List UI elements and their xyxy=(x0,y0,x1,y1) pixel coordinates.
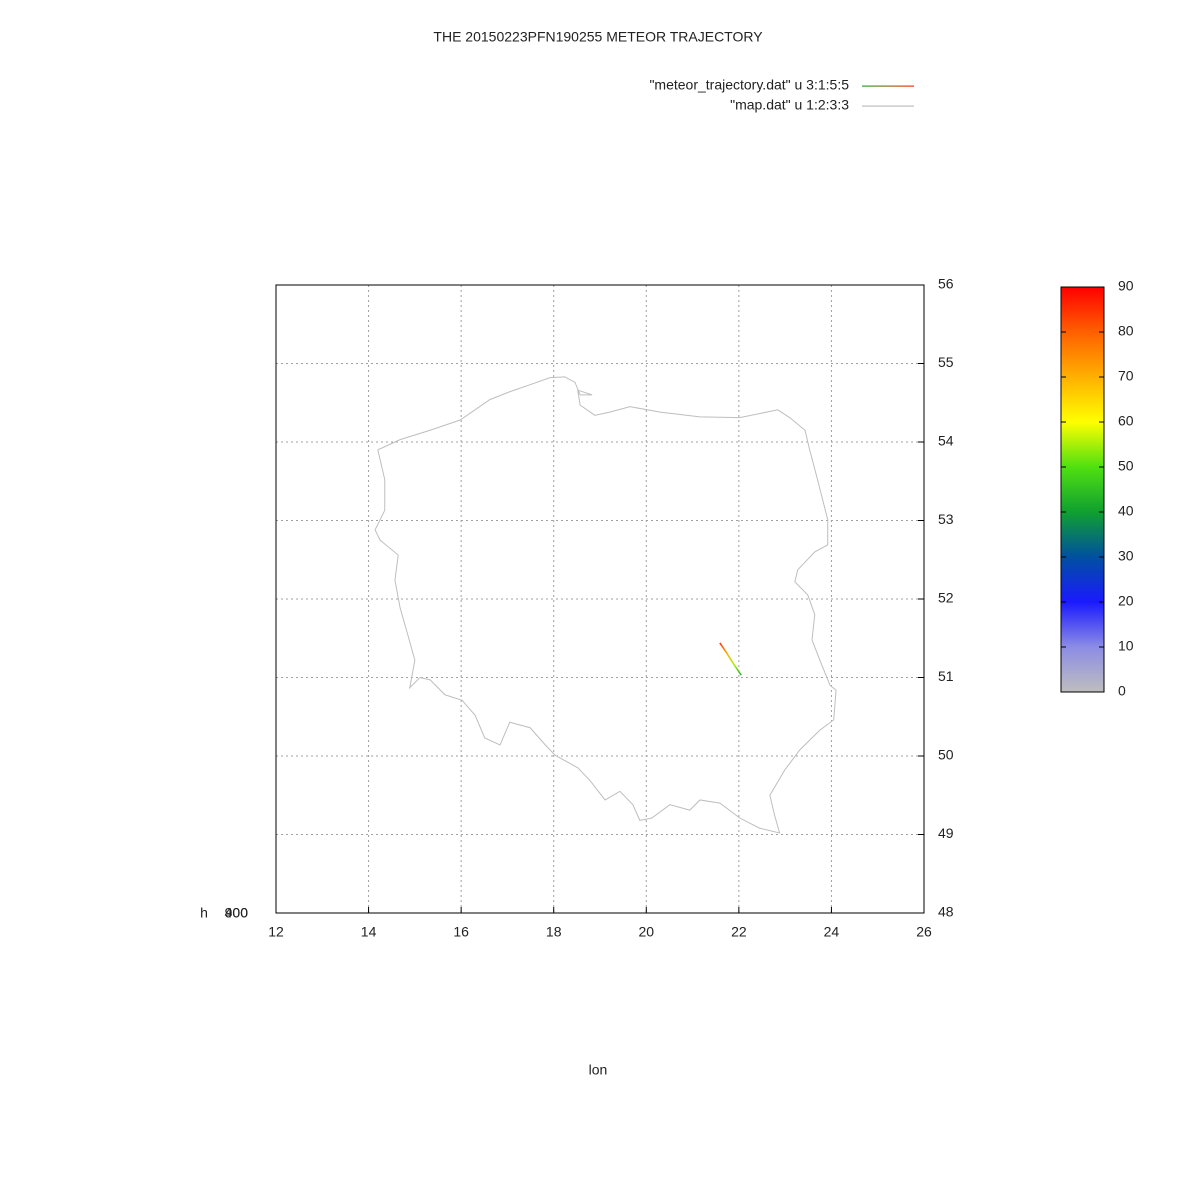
colorbar-tick-label: 60 xyxy=(1118,413,1134,429)
y-tick-label: 50 xyxy=(938,747,954,763)
colorbar-tick-label: 0 xyxy=(1118,683,1126,699)
plot-border xyxy=(275,284,925,914)
x-axis-label: lon xyxy=(589,1062,608,1078)
y-tick-label: 55 xyxy=(938,354,954,370)
chart-title: THE 20150223PFN190255 METEOR TRAJECTORY xyxy=(433,29,763,45)
legend-label: "map.dat" u 1:2:3:3 xyxy=(730,97,849,113)
legend-label: "meteor_trajectory.dat" u 3:1:5:5 xyxy=(649,77,849,93)
y-tick-label: 56 xyxy=(938,276,954,292)
y-tick-label: 52 xyxy=(938,590,954,606)
legend-swatch xyxy=(862,85,914,87)
colorbar-tick-label: 80 xyxy=(1118,323,1134,339)
y-tick-label: 53 xyxy=(938,511,954,527)
z-tick-label: 900 xyxy=(225,905,249,921)
y-tick-label: 49 xyxy=(938,825,954,841)
x-tick-label: 12 xyxy=(268,924,284,940)
colorbar-tick-label: 50 xyxy=(1118,458,1134,474)
series-line xyxy=(719,642,742,676)
colorbar-tick-label: 70 xyxy=(1118,368,1134,384)
x-tick-label: 16 xyxy=(453,924,469,940)
x-tick-label: 22 xyxy=(731,924,747,940)
colorbar-tick-label: 90 xyxy=(1118,278,1134,294)
z-axis-label: h xyxy=(200,905,208,921)
colorbar-tick-label: 10 xyxy=(1118,638,1134,654)
y-tick-label: 51 xyxy=(938,668,954,684)
x-tick-label: 20 xyxy=(638,924,654,940)
colorbar-tick-label: 40 xyxy=(1118,503,1134,519)
legend-swatch xyxy=(862,105,914,107)
x-tick-label: 24 xyxy=(824,924,840,940)
z-tick-label: 400 xyxy=(225,905,249,921)
x-tick-label: 26 xyxy=(916,924,932,940)
x-tick-label: 18 xyxy=(546,924,562,940)
colorbar-tick-label: 20 xyxy=(1118,593,1134,609)
y-tick-label: 48 xyxy=(938,904,954,920)
colorbar-tick-label: 30 xyxy=(1118,548,1134,564)
x-tick-label: 14 xyxy=(361,924,377,940)
y-tick-label: 54 xyxy=(938,433,954,449)
series-line xyxy=(374,376,837,834)
colorbar xyxy=(1060,286,1105,693)
